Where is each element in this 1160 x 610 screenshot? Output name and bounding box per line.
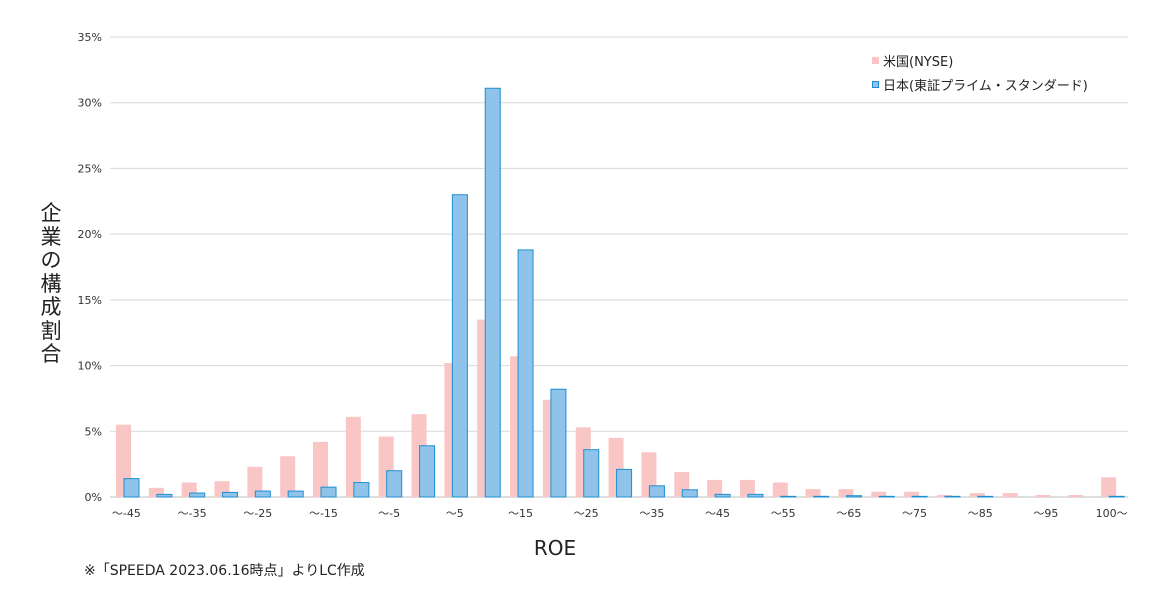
x-tick-label: 〜25 [574,507,599,520]
y-tick-label: 15% [78,294,102,307]
x-tick-label: 100〜 [1096,507,1128,520]
x-tick-label: 〜-35 [178,507,207,520]
legend: 米国(NYSE) 日本(東証プライム・スタンダード) [872,48,1088,96]
legend-label-us: 米国(NYSE) [883,54,954,70]
bar-japan [419,445,436,498]
bar-japan [944,495,961,498]
bar-us [871,491,887,497]
x-tick-label: 〜75 [902,507,927,520]
bar-us [313,441,329,497]
y-tick-label: 5% [85,425,102,438]
y-tick-label: 0% [85,491,102,504]
bar-japan [648,485,665,498]
y-tick-label: 25% [78,162,102,175]
x-tick-label: 〜95 [1033,507,1058,520]
x-tick-label: 〜35 [639,507,664,520]
bar-japan [583,449,600,498]
x-axis-ticks: 〜-45 〜-35 〜-25 〜-15 〜-5 〜5 〜15 〜25 〜35 〜45 〜55 〜65 〜… [112,507,1128,520]
bar-japan [813,495,830,498]
legend-swatch-japan [872,80,879,88]
y-tick-label: 20% [78,228,102,241]
bar-japan [320,486,337,498]
bar-us [1035,495,1051,497]
bar-japan [681,489,698,498]
bar-us [838,489,854,497]
x-tick-label: 〜65 [836,507,861,520]
bar-us [1002,493,1018,497]
x-tick-label: 〜-25 [243,507,272,520]
bar-us [1068,495,1084,497]
bar-japan [189,492,206,498]
y-axis-label: 企業の構成割合 [40,201,62,366]
bar-us [148,487,164,497]
x-tick-label: 〜85 [968,507,993,520]
bar-japan [517,249,534,498]
source-note: ※「SPEEDA 2023.06.16時点」よりLC作成 [84,563,365,579]
y-tick-label: 30% [78,97,102,110]
bar-japan [977,495,994,498]
bar-us [805,489,821,497]
x-tick-label: 〜-15 [309,507,338,520]
x-tick-label: 〜5 [446,507,464,520]
bar-us [969,493,985,497]
bar-japan [714,493,731,498]
bar-japan [287,490,304,498]
bar-japan [386,470,403,498]
bar-japan [451,194,468,498]
bar-japan [222,491,239,498]
bar-us [247,466,263,497]
x-tick-label: 〜-45 [112,507,141,520]
bars [116,87,1125,498]
bar-japan [156,493,173,498]
legend-label-japan: 日本(東証プライム・スタンダード) [883,78,1088,94]
bar-japan [123,478,140,498]
bar-japan [878,495,895,498]
bar-us [345,416,361,497]
y-tick-label: 10% [78,360,102,373]
legend-item-japan: 日本(東証プライム・スタンダード) [872,72,1088,96]
legend-item-us: 米国(NYSE) [872,48,1088,72]
bar-japan [550,388,567,498]
bar-japan [616,468,633,498]
bar-japan [747,493,764,498]
x-tick-label: 〜45 [705,507,730,520]
x-tick-label: 〜-5 [378,507,400,520]
bar-us [904,491,920,497]
bar-japan [353,482,370,498]
x-axis-label: ROE [533,536,577,560]
grid-lines [110,36,1128,498]
bar-us [1101,477,1117,497]
bar-japan [1108,495,1125,498]
bar-japan [254,490,271,498]
y-tick-label: 35% [78,31,102,44]
bar-us [707,479,723,497]
bar-us [280,456,296,497]
bar-japan [484,87,501,498]
bar-japan [780,495,797,498]
bar-us [739,479,755,497]
x-tick-label: 〜15 [508,507,533,520]
y-axis-ticks: 0% 5% 10% 15% 20% 25% 30% 35% [78,31,102,504]
x-tick-label: 〜55 [771,507,796,520]
bar-japan [911,495,928,498]
bar-us [772,482,788,497]
bar-japan [845,495,862,498]
legend-swatch-us [872,56,879,64]
